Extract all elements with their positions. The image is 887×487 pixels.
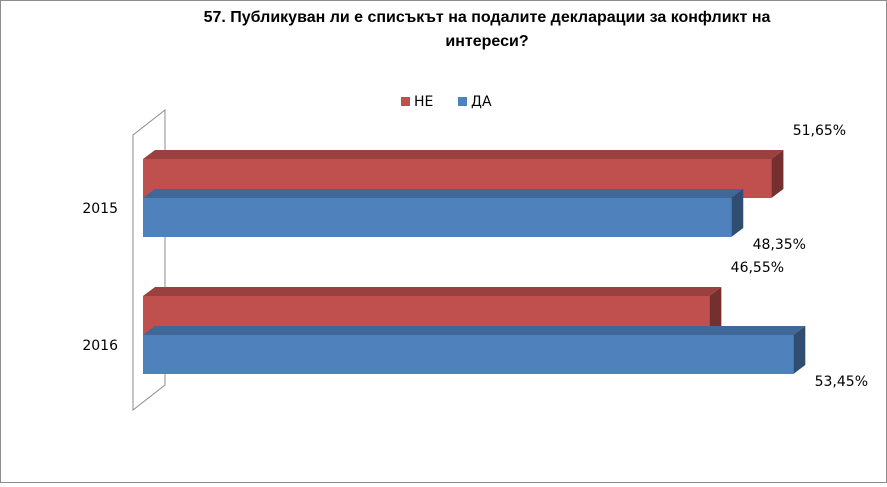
bar: [143, 335, 794, 374]
bar-top: [143, 326, 806, 335]
bar-top: [143, 189, 744, 198]
y-tick-label: 2016: [82, 338, 118, 354]
data-label: 53,45%: [815, 374, 868, 390]
title-line: 57. Публикуван ли е списъкът на подалите…: [204, 9, 771, 26]
legend-swatch: [401, 97, 410, 106]
legend-label: НЕ: [414, 94, 433, 110]
bar-side: [731, 189, 744, 237]
bar-side: [771, 150, 784, 198]
legend-swatch: [458, 97, 467, 106]
legend-label: ДА: [471, 94, 492, 110]
data-label: 48,35%: [753, 237, 806, 253]
title-line: интереси?: [445, 33, 528, 50]
data-label: 46,55%: [731, 260, 784, 276]
data-label: 51,65%: [793, 123, 846, 139]
bar-top: [143, 287, 722, 296]
bar-top: [143, 150, 784, 159]
chart-title: 57. Публикуван ли е списъкът на подалите…: [204, 9, 771, 50]
wall: [132, 108, 166, 412]
bar-side: [793, 326, 806, 374]
y-tick-label: 2015: [82, 201, 118, 217]
bar-side: [709, 287, 722, 335]
bar: [143, 198, 732, 237]
